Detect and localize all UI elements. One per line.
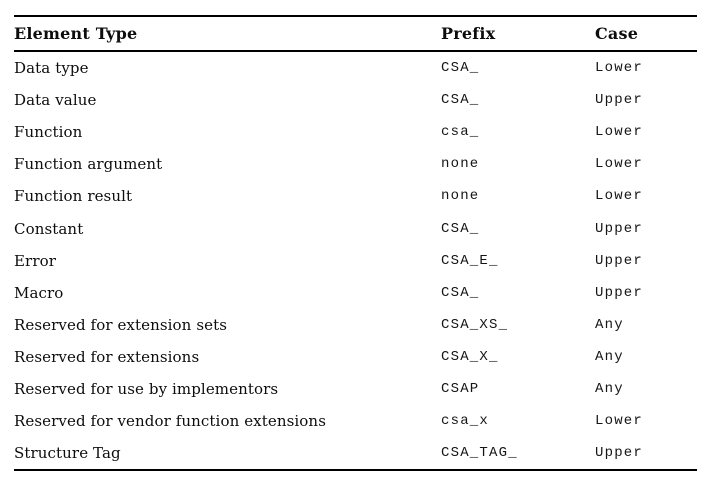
cell-element-type: Structure Tag — [14, 444, 121, 463]
cell-case: Upper — [595, 220, 644, 237]
cell-case: Lower — [595, 124, 644, 141]
column-header-element-type: Element Type — [14, 24, 138, 43]
cell-case: Any — [595, 316, 624, 333]
cell-prefix: CSA_E_ — [441, 252, 499, 269]
cell-prefix: CSA_XS_ — [441, 316, 509, 333]
table-row: Reserved for extension sets CSA_XS_ Any — [14, 309, 697, 341]
cell-element-type: Reserved for extension sets — [14, 315, 228, 334]
cell-element-type: Reserved for use by implementors — [14, 379, 279, 398]
column-header-prefix: Prefix — [441, 24, 496, 43]
cell-element-type: Function argument — [14, 155, 163, 174]
cell-element-type: Reserved for extensions — [14, 347, 200, 366]
table-row: Error CSA_E_ Upper — [14, 245, 697, 277]
table-row: Data value CSA_ Upper — [14, 84, 697, 116]
cell-element-type: Function result — [14, 187, 133, 206]
table-row: Reserved for vendor function extensions … — [14, 405, 697, 437]
cell-case: Lower — [595, 413, 644, 430]
cell-prefix: CSA_X_ — [441, 348, 499, 365]
cell-prefix: CSA_ — [441, 92, 480, 109]
table-row: Function argument none Lower — [14, 148, 697, 180]
cell-case: Upper — [595, 445, 644, 462]
cell-element-type: Reserved for vendor function extensions — [14, 412, 326, 431]
cell-case: Lower — [595, 188, 644, 205]
table-row: Reserved for extensions CSA_X_ Any — [14, 341, 697, 373]
cell-case: Lower — [595, 156, 644, 173]
table-row: Function csa_ Lower — [14, 116, 697, 148]
cell-prefix: CSA_ — [441, 60, 480, 77]
cell-case: Upper — [595, 92, 644, 109]
cell-prefix: CSA_ — [441, 220, 480, 237]
cell-element-type: Function — [14, 123, 83, 142]
table-header-row: Element Type Prefix Case — [14, 17, 697, 52]
cell-element-type: Data type — [14, 59, 89, 78]
cell-prefix: CSA_TAG_ — [441, 445, 518, 462]
naming-conventions-table: Element Type Prefix Case Data type CSA_ … — [14, 15, 697, 472]
cell-element-type: Error — [14, 251, 56, 270]
cell-prefix: none — [441, 188, 480, 205]
table-row: Structure Tag CSA_TAG_ Upper — [14, 437, 697, 469]
table-row: Macro CSA_ Upper — [14, 277, 697, 309]
table-row: Data type CSA_ Lower — [14, 52, 697, 84]
cell-prefix: none — [441, 156, 480, 173]
table-row: Reserved for use by implementors CSAP An… — [14, 373, 697, 405]
cell-case: Lower — [595, 60, 644, 77]
cell-case: Upper — [595, 284, 644, 301]
cell-element-type: Constant — [14, 219, 84, 238]
table-body: Data type CSA_ Lower Data value CSA_ Upp… — [14, 52, 697, 472]
cell-prefix: CSAP — [441, 380, 480, 397]
table-row: Constant CSA_ Upper — [14, 212, 697, 244]
column-header-case: Case — [595, 24, 639, 43]
cell-element-type: Data value — [14, 91, 97, 110]
table-row: Function result none Lower — [14, 180, 697, 212]
cell-element-type: Macro — [14, 283, 64, 302]
cell-case: Any — [595, 380, 624, 397]
cell-prefix: csa_ — [441, 124, 480, 141]
cell-case: Upper — [595, 252, 644, 269]
cell-prefix: CSA_ — [441, 284, 480, 301]
cell-prefix: csa_x — [441, 413, 490, 430]
cell-case: Any — [595, 348, 624, 365]
